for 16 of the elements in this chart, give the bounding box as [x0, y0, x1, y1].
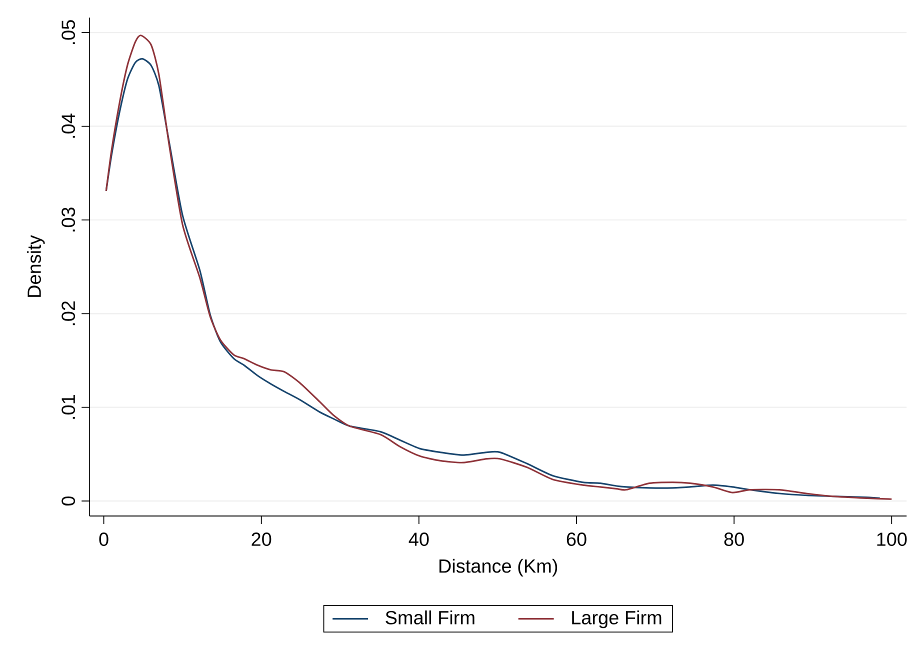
y-tick-label: 0	[62, 496, 76, 506]
y-axis-title: Density	[27, 235, 45, 297]
y-tick-label: .01	[62, 395, 76, 419]
y-tick-label: .05	[62, 20, 76, 44]
x-axis-title: Distance (Km)	[439, 558, 558, 577]
x-tick-label: 20	[252, 532, 272, 546]
x-tick-label: 60	[566, 532, 586, 546]
y-tick-label: .04	[62, 114, 76, 138]
legend-label: Large Firm	[572, 610, 662, 628]
y-tick-label: .03	[62, 208, 76, 232]
x-tick-label: 100	[877, 532, 907, 546]
x-tick-label: 40	[408, 532, 429, 546]
y-tick-label: .02	[62, 301, 76, 326]
x-tick-label: 0	[99, 532, 108, 546]
legend-label: Small Firm	[386, 610, 474, 624]
x-tick-label: 80	[724, 532, 744, 546]
